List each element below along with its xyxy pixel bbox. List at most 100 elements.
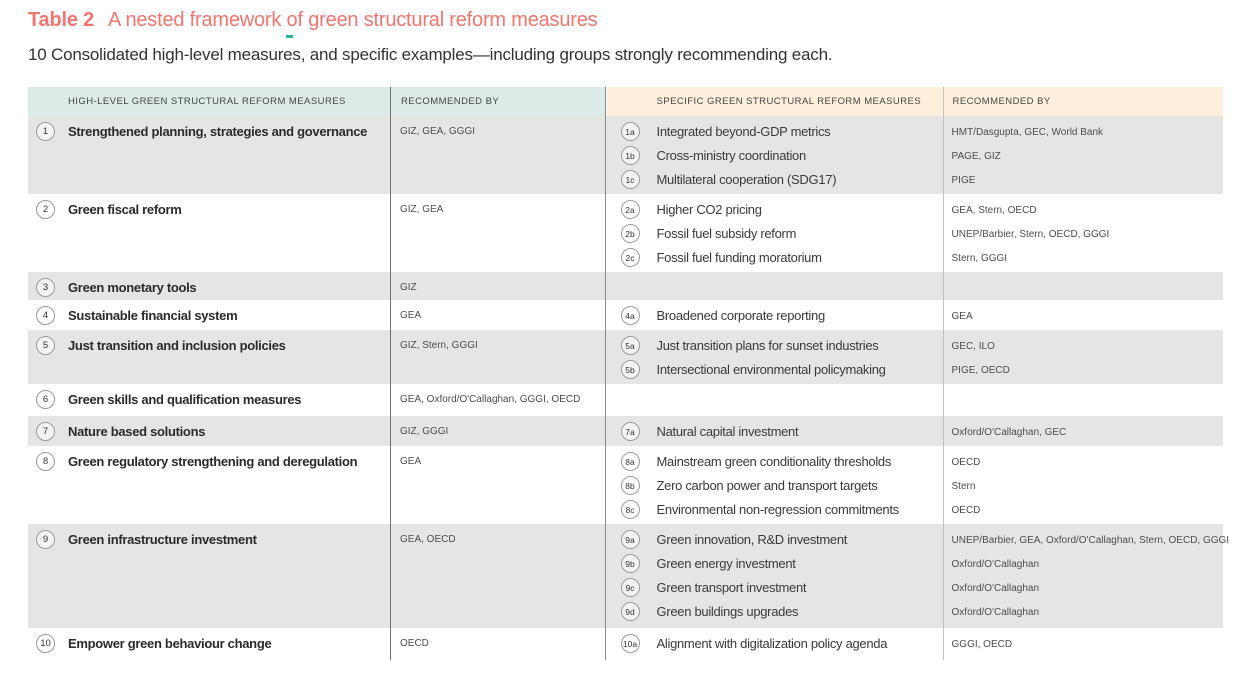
specific-id-badge: 9d xyxy=(620,602,640,621)
table-row: 10 Empower green behaviour change OECD 10a A… xyxy=(28,628,1223,660)
specific-id-badge: 8a xyxy=(620,452,640,471)
specific-recommended-by-label: Stern xyxy=(951,481,976,492)
recommended-by-label: OECD xyxy=(400,638,429,649)
high-level-cell: 9 Green infrastructure investment GEA, OEC… xyxy=(28,524,606,628)
row-number-badge: 10 xyxy=(36,634,55,653)
specific-measures-cell: 4a Broadened corporate reporting GEA xyxy=(607,300,1223,330)
specific-measure-line: 1a Integrated beyond-GDP metrics HMT/Dasgu… xyxy=(607,122,1223,146)
specific-recommended-by-label: GGGI, OECD xyxy=(951,639,1013,650)
table-row: 6 Green skills and qualification measures… xyxy=(28,384,1223,416)
specific-measure-label: Alignment with digitalization policy age… xyxy=(656,636,888,651)
specific-measures-cell: 1a Integrated beyond-GDP metrics HMT/Dasgu… xyxy=(607,116,1223,194)
specific-measure-line: 9a Green innovation, R&D investment UNEP/B… xyxy=(607,530,1229,554)
specific-measure-line: 4a Broadened corporate reporting GEA xyxy=(607,306,1223,330)
specific-measure-line: 5a Just transition plans for sunset indus… xyxy=(607,336,1223,360)
measure-line: 4 Sustainable financial system xyxy=(28,306,606,325)
specific-measures-cell: 7a Natural capital investment Oxford/O'Cal… xyxy=(607,416,1223,446)
header-recommended-by-right: RECOMMENDED BY xyxy=(952,96,1051,107)
specific-id-badge: 7a xyxy=(620,422,640,441)
specific-measure-label: Green transport investment xyxy=(656,580,807,595)
table-row: 3 Green monetary tools GIZ xyxy=(28,272,1223,300)
specific-measure-line: 5b Intersectional environmental policymak… xyxy=(607,360,1223,384)
measure-line: 10 Empower green behaviour change xyxy=(28,634,606,653)
specific-recommended-by-label: UNEP/Barbier, GEA, Oxford/O'Callaghan, S… xyxy=(951,535,1230,546)
measure-label: Sustainable financial system xyxy=(68,308,238,323)
specific-id-badge: 1b xyxy=(620,146,640,165)
row-number-badge: 1 xyxy=(36,122,55,141)
row-number-badge: 3 xyxy=(36,278,55,297)
specific-id-badge: 2c xyxy=(620,248,640,267)
specific-recommended-by-label: Stern, GGGI xyxy=(951,253,1008,264)
specific-recommended-by-label: Oxford/O'Callaghan xyxy=(951,559,1040,570)
specific-recommended-by-label: Oxford/O'Callaghan xyxy=(951,607,1040,618)
column-divider-dark xyxy=(390,87,391,660)
high-level-cell: 10 Empower green behaviour change OECD xyxy=(28,628,606,660)
specific-id-badge: 9c xyxy=(620,578,640,597)
high-level-cell: 7 Nature based solutions GIZ, GGGI xyxy=(28,416,606,446)
measure-line: 2 Green fiscal reform xyxy=(28,200,606,219)
high-level-cell: 6 Green skills and qualification measures… xyxy=(28,384,606,416)
specific-recommended-by-label: GEC, ILO xyxy=(951,341,995,352)
specific-recommended-by-label: Oxford/O'Callaghan, GEC xyxy=(951,427,1067,438)
row-number-badge: 7 xyxy=(36,422,55,441)
specific-recommended-by-label: UNEP/Barbier, Stern, OECD, GGGI xyxy=(951,229,1110,240)
high-level-cell: 2 Green fiscal reform GIZ, GEA xyxy=(28,194,606,272)
specific-recommended-by-label: Oxford/O'Callaghan xyxy=(951,583,1040,594)
header-high-level-measures: HIGH-LEVEL GREEN STRUCTURAL REFORM MEASU… xyxy=(68,96,346,107)
specific-measure-label: Green energy investment xyxy=(656,556,796,571)
specific-measure-line: 1c Multilateral cooperation (SDG17) PIGE xyxy=(607,170,1223,194)
measure-line: 7 Nature based solutions xyxy=(28,422,606,441)
row-number-badge: 4 xyxy=(36,306,55,325)
column-divider-light xyxy=(943,87,944,660)
specific-recommended-by-label: GEA xyxy=(951,311,973,322)
recommended-by-label: GIZ xyxy=(400,282,417,293)
measure-label: Empower green behaviour change xyxy=(68,636,272,651)
measure-line: 6 Green skills and qualification measures xyxy=(28,390,606,409)
specific-id-badge: 5a xyxy=(620,336,640,355)
measure-label: Green skills and qualification measures xyxy=(68,392,302,407)
recommended-by-label: GIZ, GEA, GGGI xyxy=(400,126,476,137)
specific-measure-label: Green buildings upgrades xyxy=(656,604,799,619)
specific-measure-label: Just transition plans for sunset industr… xyxy=(656,338,879,353)
table-row: 9 Green infrastructure investment GEA, OEC… xyxy=(28,524,1229,628)
row-number-badge: 9 xyxy=(36,530,55,549)
table-row: 5 Just transition and inclusion policies G… xyxy=(28,330,1223,384)
teal-dash-mark xyxy=(286,35,293,38)
measure-line: 8 Green regulatory strengthening and dere… xyxy=(28,452,606,471)
row-number-badge: 8 xyxy=(36,452,55,471)
specific-recommended-by-label: PIGE xyxy=(951,175,976,186)
specific-measure-label: Broadened corporate reporting xyxy=(656,308,826,323)
high-level-cell: 5 Just transition and inclusion policies G… xyxy=(28,330,606,384)
specific-measure-label: Environmental non-regression commitments xyxy=(656,502,900,517)
row-number-badge: 2 xyxy=(36,200,55,219)
high-level-cell: 8 Green regulatory strengthening and dere… xyxy=(28,446,606,524)
specific-measures-cell: 10a Alignment with digitalization policy … xyxy=(607,628,1223,660)
specific-measure-label: Integrated beyond-GDP metrics xyxy=(656,124,831,139)
specific-measure-line: 1b Cross-ministry coordination PAGE, GIZ xyxy=(607,146,1223,170)
measure-label: Strengthened planning, strategies and go… xyxy=(68,124,368,139)
table-body: 1 Strengthened planning, strategies and g… xyxy=(28,116,1229,660)
block-divider xyxy=(605,87,606,660)
table-row: 1 Strengthened planning, strategies and g… xyxy=(28,116,1223,194)
recommended-by-label: GEA xyxy=(400,456,422,467)
row-number-badge: 5 xyxy=(36,336,55,355)
measure-label: Green fiscal reform xyxy=(68,202,182,217)
table-header-row: HIGH-LEVEL GREEN STRUCTURAL REFORM MEASU… xyxy=(28,87,1223,116)
table-caption: 10 Consolidated high-level measures, and… xyxy=(28,45,833,64)
specific-measure-line: 2a Higher CO2 pricing GEA, Stern, OECD xyxy=(607,200,1223,224)
specific-measure-label: Fossil fuel subsidy reform xyxy=(656,226,797,241)
recommended-by-label: GEA, Oxford/O'Callaghan, GGGI, OECD xyxy=(400,394,581,405)
specific-id-badge: 1a xyxy=(620,122,640,141)
specific-id-badge: 10a xyxy=(620,634,640,653)
table-header-right-block: SPECIFIC GREEN STRUCTURAL REFORM MEASURE… xyxy=(606,87,1223,116)
specific-recommended-by-label: GEA, Stern, OECD xyxy=(951,205,1037,216)
specific-measure-line: 9c Green transport investment Oxford/O'Cal… xyxy=(607,578,1223,602)
specific-measure-line: 8a Mainstream green conditionality thresh… xyxy=(607,452,1223,476)
specific-measure-label: Higher CO2 pricing xyxy=(656,202,762,217)
measure-label: Just transition and inclusion policies xyxy=(68,338,286,353)
specific-measure-line: 2b Fossil fuel subsidy reform UNEP/Barbier… xyxy=(607,224,1223,248)
specific-measure-line: 8b Zero carbon power and transport target… xyxy=(607,476,1223,500)
table-label: Table 2 xyxy=(28,9,95,31)
measure-line: 3 Green monetary tools xyxy=(28,278,606,297)
